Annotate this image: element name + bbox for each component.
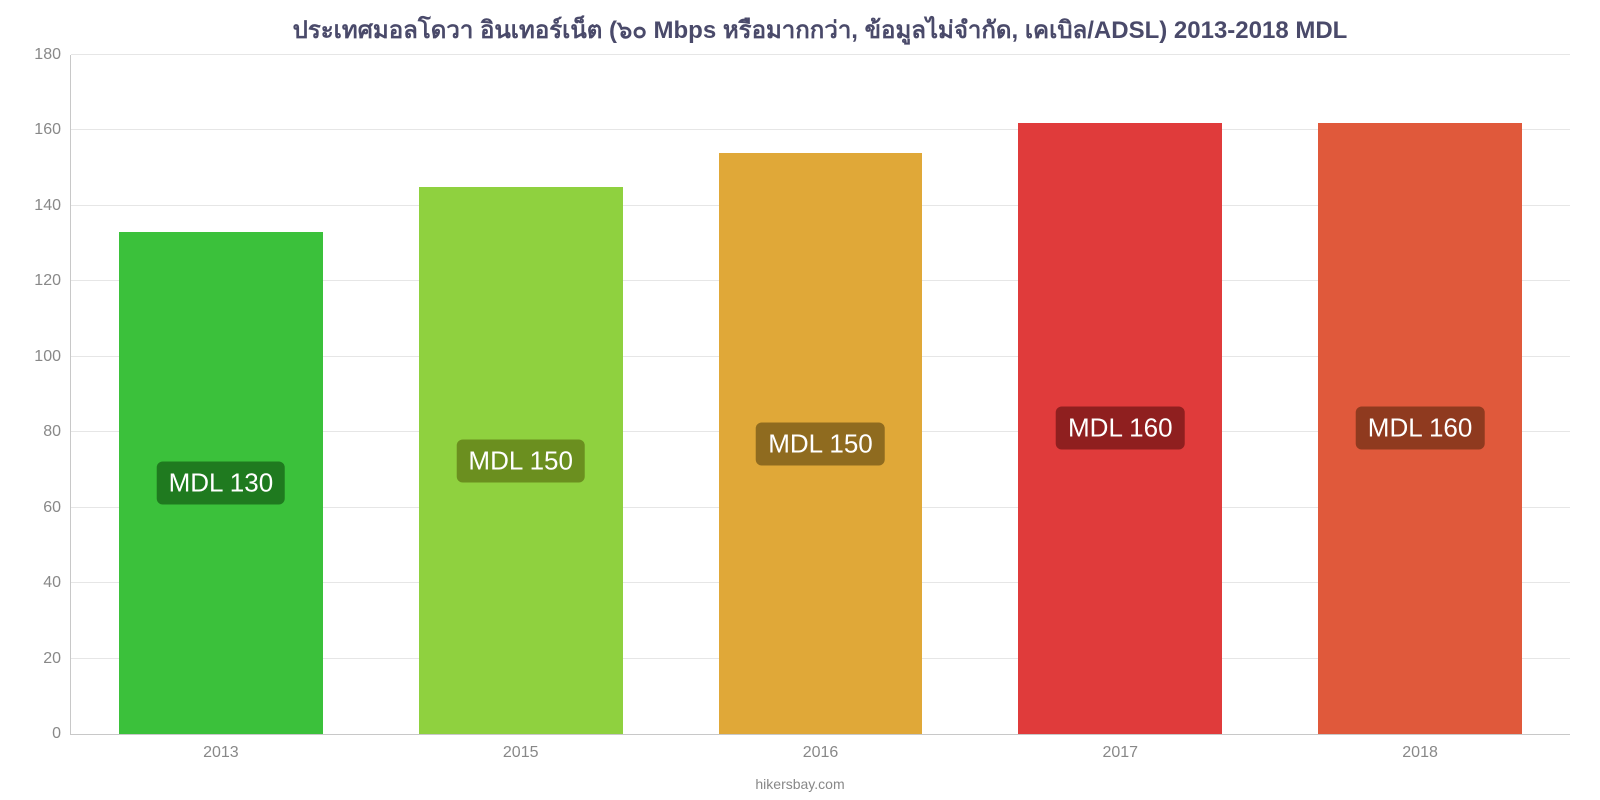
bar-slot: MDL 1602018 — [1270, 55, 1570, 734]
ytick-label: 40 — [43, 574, 71, 592]
bar: MDL 150 — [719, 153, 923, 734]
attribution-text: hikersbay.com — [755, 776, 844, 792]
bar: MDL 150 — [419, 187, 623, 734]
bar-slot: MDL 1602017 — [970, 55, 1270, 734]
xtick-label: 2018 — [1402, 734, 1438, 762]
bars-group: MDL 1302013MDL 1502015MDL 1502016MDL 160… — [71, 55, 1570, 734]
ytick-label: 60 — [43, 499, 71, 517]
bar: MDL 160 — [1318, 123, 1522, 734]
ytick-label: 160 — [34, 121, 71, 139]
xtick-label: 2017 — [1102, 734, 1138, 762]
bar: MDL 160 — [1018, 123, 1222, 734]
bar-value-label: MDL 150 — [456, 439, 585, 482]
ytick-label: 20 — [43, 650, 71, 668]
bar: MDL 130 — [119, 232, 323, 734]
bar-value-label: MDL 150 — [756, 422, 885, 465]
ytick-label: 120 — [34, 272, 71, 290]
xtick-label: 2016 — [803, 734, 839, 762]
ytick-label: 100 — [34, 348, 71, 366]
bar-slot: MDL 1502015 — [371, 55, 671, 734]
bar-value-label: MDL 160 — [1356, 407, 1485, 450]
xtick-label: 2015 — [503, 734, 539, 762]
ytick-label: 180 — [34, 46, 71, 64]
bar-slot: MDL 1302013 — [71, 55, 371, 734]
chart-title: ประเทศมอลโดวา อินเทอร์เน็ต (๖๐ Mbps หรือ… — [70, 10, 1570, 49]
chart-container: ประเทศมอลโดวา อินเทอร์เน็ต (๖๐ Mbps หรือ… — [0, 0, 1600, 800]
bar-value-label: MDL 160 — [1056, 407, 1185, 450]
ytick-label: 80 — [43, 423, 71, 441]
plot-area: MDL 1302013MDL 1502015MDL 1502016MDL 160… — [70, 55, 1570, 735]
bar-slot: MDL 1502016 — [671, 55, 971, 734]
ytick-label: 0 — [52, 725, 71, 743]
ytick-label: 140 — [34, 197, 71, 215]
bar-value-label: MDL 130 — [157, 462, 286, 505]
xtick-label: 2013 — [203, 734, 239, 762]
